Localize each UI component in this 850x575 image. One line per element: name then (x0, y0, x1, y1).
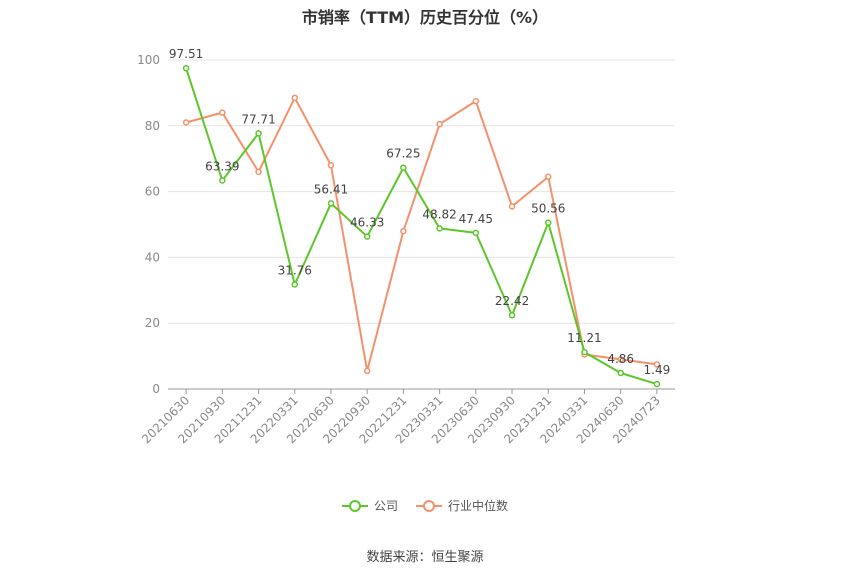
data-point-company (219, 177, 226, 184)
data-point-industry-median (182, 119, 190, 126)
legend-swatch-company (341, 499, 368, 513)
y-tick-label: 80 (145, 119, 160, 133)
y-tick-label: 0 (152, 382, 160, 396)
legend-label-industry-median: 行业中位数 (448, 499, 509, 513)
legend-item-company[interactable]: 公司 (341, 497, 398, 514)
data-point-industry-median (617, 356, 624, 363)
data-point-company (581, 348, 588, 356)
y-tick-label: 20 (145, 316, 160, 330)
data-point-company (508, 311, 516, 319)
data-label: 97.51 (169, 47, 203, 61)
y-tick-label: 60 (145, 185, 160, 199)
data-label: 56.41 (314, 182, 348, 196)
axes: 0204060801002021063020210930202112312022… (137, 53, 675, 446)
data-label: 11.21 (567, 331, 601, 345)
legend-swatch-industry-median (416, 499, 442, 513)
legend-item-industry-median[interactable]: 行业中位数 (416, 497, 508, 514)
gridlines (168, 59, 675, 324)
data-label: 63.39 (205, 159, 239, 173)
chart-title: 市销率（TTM）历史百分位（%） (301, 8, 549, 27)
data-point-industry-median (472, 97, 480, 105)
data-point-company (182, 64, 190, 72)
data-label: 67.25 (386, 147, 420, 161)
data-point-company (327, 200, 335, 207)
series-line-industry-median (185, 96, 658, 372)
data-point-company (436, 225, 443, 232)
data-label: 50.56 (531, 202, 565, 216)
data-point-industry-median (653, 361, 661, 368)
data-label: 22.42 (495, 294, 529, 308)
data-point-company (255, 130, 262, 137)
data-point-industry-median (436, 120, 443, 128)
legend: 公司 行业中位数 (0, 497, 850, 514)
data-labels: 97.51 63.39 77.71 31.76 56.41 46.33 67.25 48.82… (169, 47, 670, 377)
legend-label-company: 公司 (373, 499, 398, 513)
data-point-industry-median (545, 173, 552, 181)
data-label: 31.76 (278, 264, 312, 278)
data-label: 1.49 (644, 363, 671, 377)
data-label: 46.33 (350, 216, 384, 230)
data-label: 4.86 (607, 352, 634, 366)
data-point-industry-median (291, 94, 298, 102)
data-point-industry-median (363, 367, 371, 375)
data-point-company (617, 369, 624, 377)
data-point-industry-median (219, 109, 226, 116)
y-tick-label: 40 (145, 250, 160, 264)
series-lines (182, 64, 661, 388)
data-point-company (653, 380, 661, 388)
y-tick-label: 100 (137, 53, 160, 67)
data-point-industry-median (327, 162, 335, 169)
data-point-company (400, 164, 407, 171)
series-line-company (185, 67, 658, 386)
data-point-company (291, 281, 298, 288)
data-point-company (545, 219, 552, 226)
data-source: 数据来源：恒生聚源 (366, 550, 484, 565)
data-label: 47.45 (459, 212, 493, 226)
data-point-industry-median (255, 168, 262, 176)
data-point-company (363, 233, 371, 240)
data-point-industry-median (400, 227, 407, 235)
data-point-company (472, 229, 480, 237)
data-point-industry-median (508, 203, 516, 210)
data-label: 77.71 (241, 112, 275, 126)
data-label: 48.82 (422, 207, 456, 221)
